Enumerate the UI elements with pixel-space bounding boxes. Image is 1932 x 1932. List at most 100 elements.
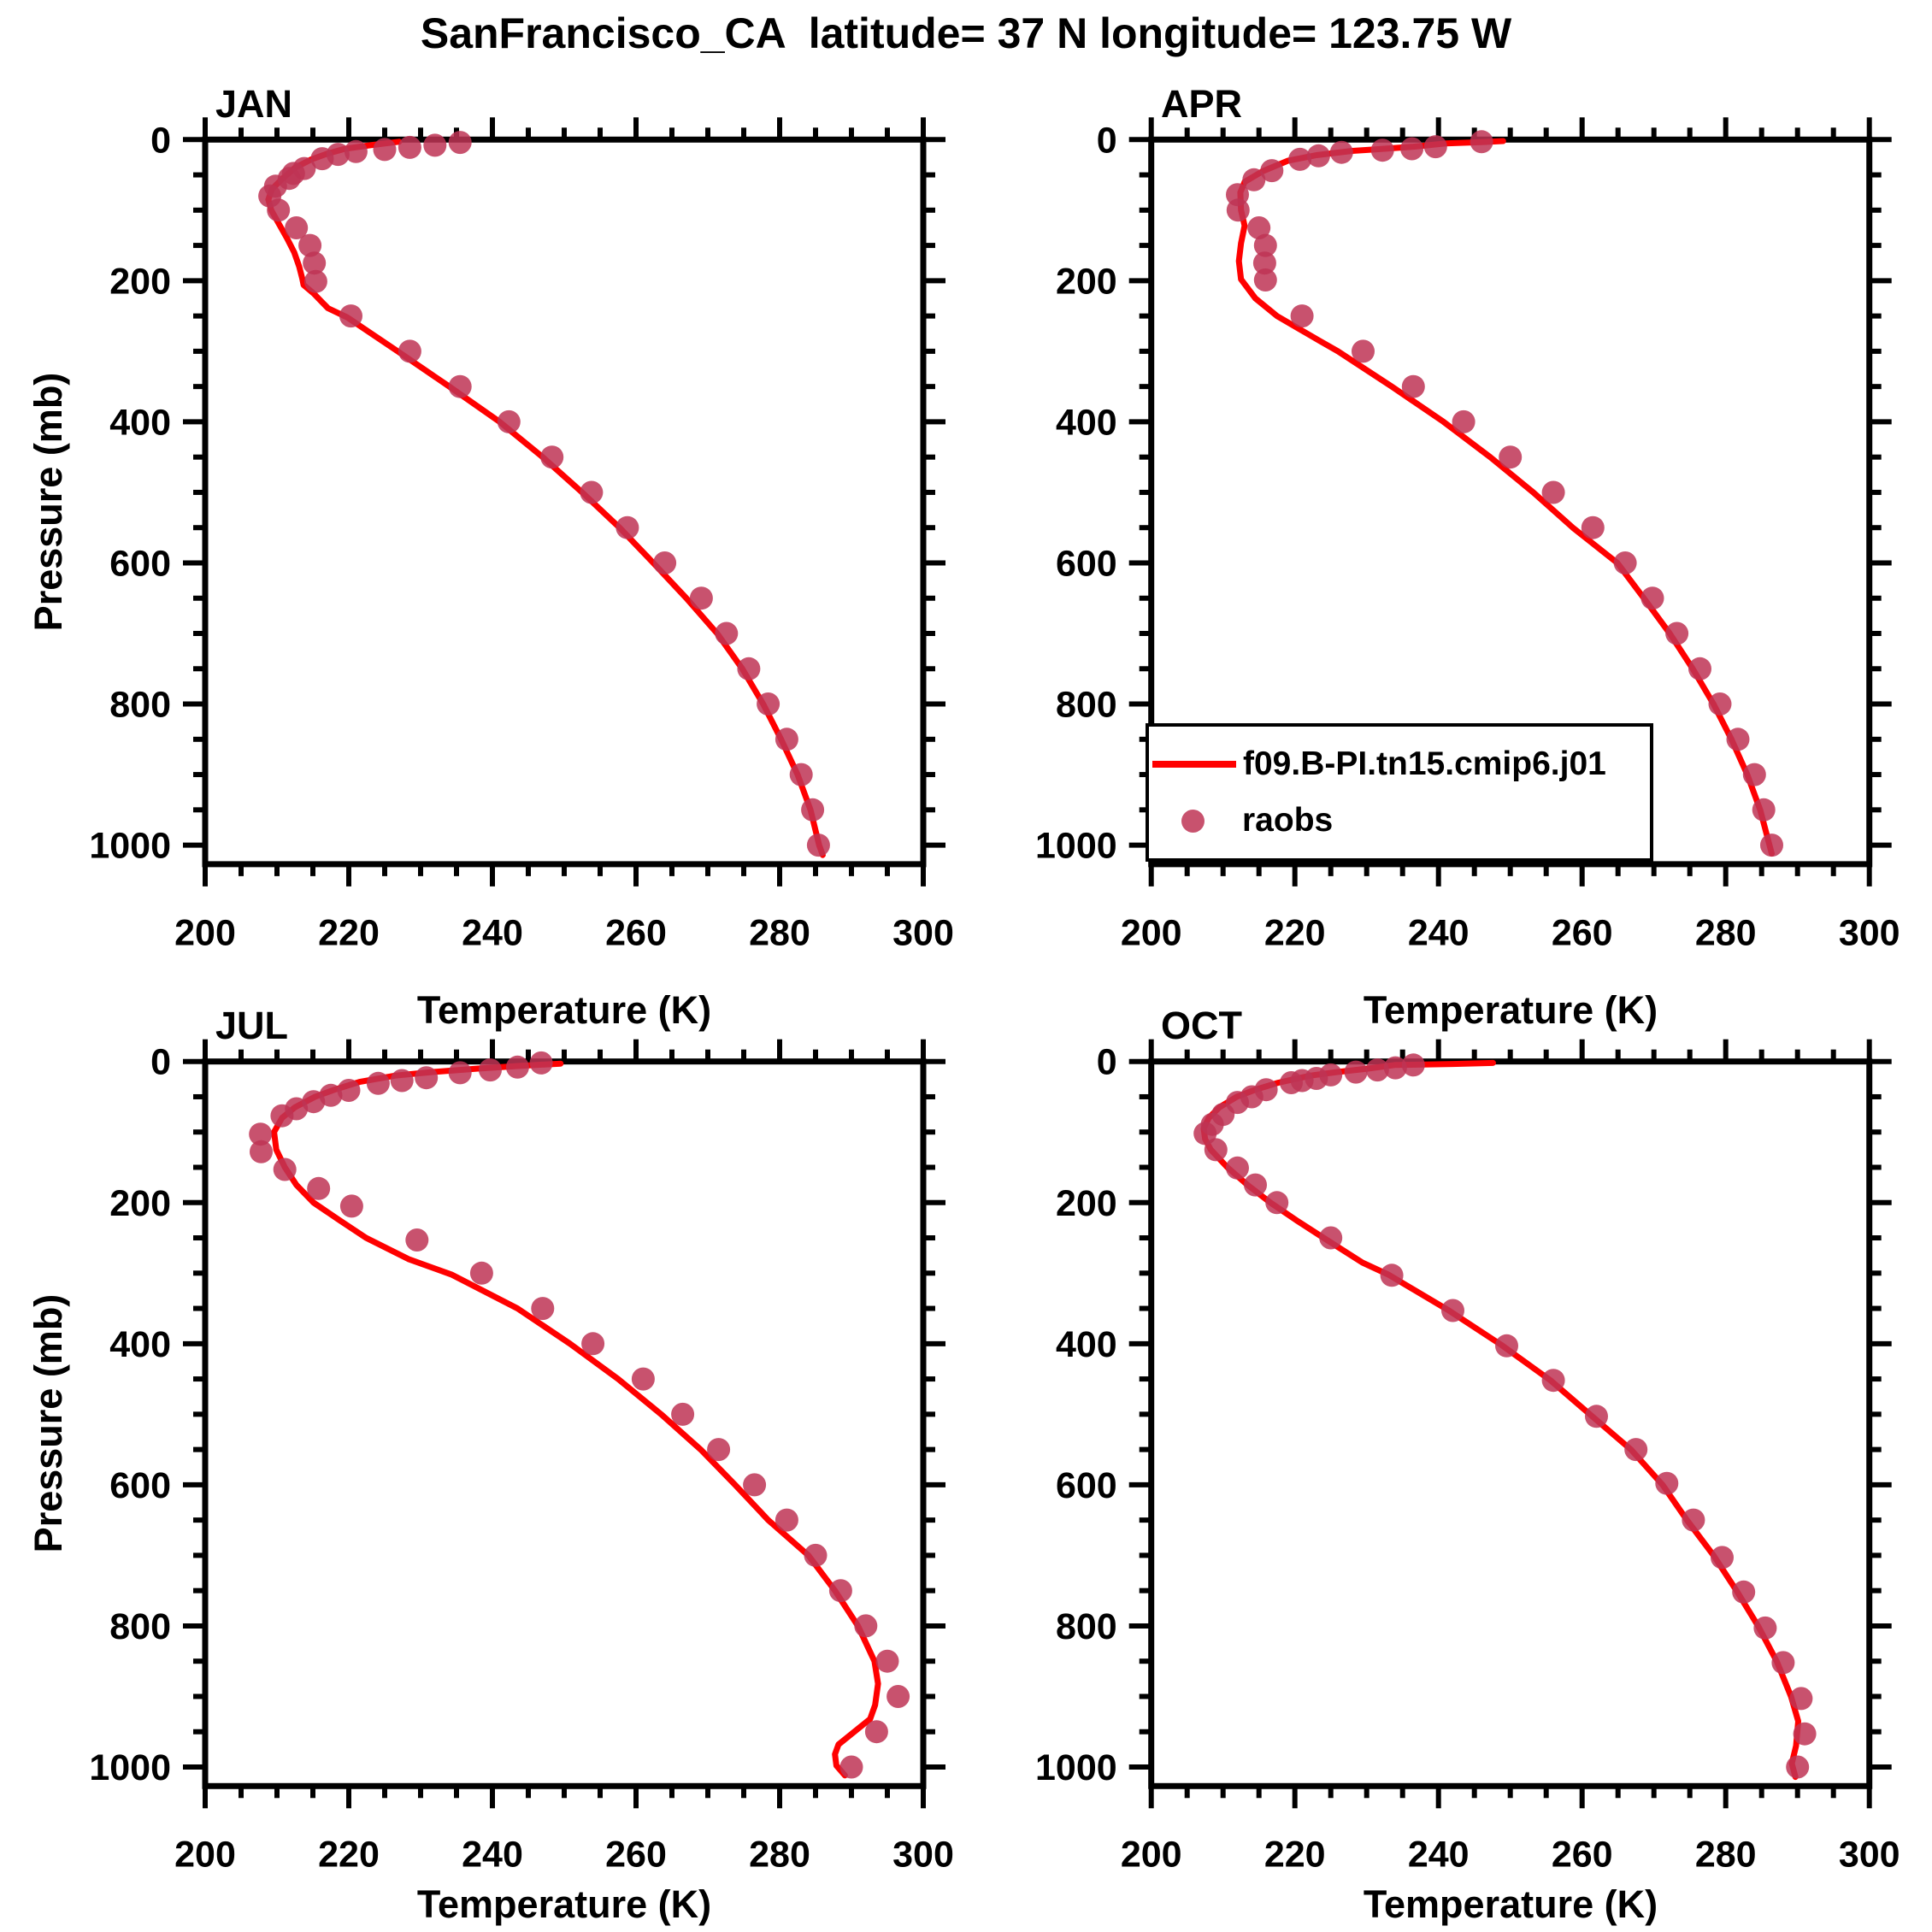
obs-dot: [1352, 339, 1375, 363]
obs-dot: [469, 1261, 493, 1285]
obs-dot: [581, 1332, 605, 1356]
obs-dot: [806, 833, 830, 857]
obs-dots: [249, 1051, 910, 1779]
y-tick-label: 200: [1056, 1183, 1117, 1224]
obs-dot: [1541, 480, 1565, 504]
obs-dot: [298, 233, 322, 257]
model-line: [271, 1060, 881, 1779]
obs-dot: [366, 1071, 390, 1095]
obs-dot: [1290, 304, 1314, 328]
x-tick-label: 260: [605, 912, 667, 953]
x-tick-label: 300: [1839, 1835, 1900, 1876]
obs-dot: [875, 1649, 899, 1673]
y-tick-labels: 0 200 400 600 800 1000: [89, 1042, 171, 1788]
y-tick-label: 200: [109, 261, 171, 302]
y-tick-label: 200: [109, 1183, 171, 1224]
y-tick-label: 600: [109, 543, 171, 584]
y-tick-label: 600: [109, 1465, 171, 1506]
obs-dot: [653, 551, 677, 574]
obs-dot: [801, 798, 825, 822]
obs-dot: [1226, 1156, 1249, 1180]
obs-dot: [757, 692, 780, 716]
x-tick-label: 200: [1121, 1835, 1182, 1876]
x-tick-label: 200: [1121, 912, 1182, 953]
x-axis-title: Temperature (K): [416, 1882, 712, 1926]
obs-dot: [1319, 1226, 1343, 1250]
obs-dot: [1771, 1651, 1795, 1675]
y-axis-title: Pressure (mb): [27, 372, 70, 632]
y-tick-label: 1000: [1035, 826, 1117, 867]
x-tick-label: 280: [749, 1835, 810, 1876]
obs-dot: [1495, 1334, 1518, 1358]
obs-dot: [1365, 1058, 1389, 1082]
obs-dot: [303, 269, 327, 293]
obs-dot: [1665, 621, 1689, 645]
obs-dot: [307, 1176, 331, 1200]
x-tick-labels: 200 220 240 260 280 300: [174, 912, 954, 953]
panel-jul: 200 220 240 260 280 300 0 200 400 600 800 1000: [89, 1039, 954, 1876]
obs-dot: [339, 1194, 363, 1218]
obs-dot: [1640, 586, 1664, 610]
x-tick-label: 260: [605, 1835, 667, 1876]
obs-dot: [1581, 515, 1605, 539]
x-axis-title: Temperature (K): [1363, 1882, 1658, 1926]
model-line: [265, 138, 826, 858]
obs-dot: [448, 1061, 472, 1085]
obs-dot: [1760, 833, 1783, 857]
panel-label-oct: OCT: [1161, 1004, 1242, 1047]
obs-dot: [1253, 233, 1277, 257]
x-tick-label: 220: [1264, 912, 1326, 953]
legend-obs-label: raobs: [1242, 802, 1334, 839]
obs-dot: [1711, 1546, 1734, 1570]
obs-dot: [743, 1473, 767, 1497]
axis-ticks: [183, 1039, 945, 1809]
x-tick-labels: 200 220 240 260 280 300: [1121, 912, 1900, 953]
panel-label-jul: JUL: [215, 1004, 289, 1047]
obs-dot: [1400, 137, 1424, 161]
x-tick-label: 220: [318, 1835, 380, 1876]
obs-dot: [737, 657, 761, 680]
obs-dot: [671, 1402, 695, 1426]
x-tick-label: 280: [749, 912, 810, 953]
obs-dot: [804, 1543, 828, 1567]
panel-oct: 200 220 240 260 280 300 0 200 400 600 800 1000: [1035, 1039, 1900, 1876]
x-tick-label: 260: [1552, 912, 1613, 953]
y-tick-label: 400: [1056, 1324, 1117, 1365]
x-tick-label: 300: [1839, 912, 1900, 953]
obs-dot: [1732, 1580, 1756, 1604]
obs-dot: [580, 480, 604, 504]
y-tick-label: 600: [1056, 1465, 1117, 1506]
y-tick-label: 200: [1056, 261, 1117, 302]
obs-dot: [1726, 727, 1750, 751]
obs-dot: [1226, 198, 1250, 222]
obs-dot: [1253, 268, 1277, 292]
obs-dot: [1380, 1263, 1404, 1287]
x-tick-label: 220: [318, 912, 380, 953]
obs-dot: [285, 216, 309, 239]
y-tick-label: 1000: [1035, 1747, 1117, 1788]
page-title: SanFrancisco_CA latitude= 37 N longitude…: [420, 9, 1512, 57]
obs-dot: [1193, 1122, 1217, 1146]
x-axis-title: Temperature (K): [1363, 988, 1658, 1032]
obs-dot: [448, 131, 472, 155]
obs-dot: [1470, 130, 1493, 154]
obs-dots: [258, 131, 830, 857]
obs-dot: [828, 1579, 852, 1603]
obs-dot: [707, 1438, 731, 1462]
obs-dot: [715, 621, 739, 645]
x-tick-label: 240: [1408, 912, 1470, 953]
obs-dot: [1244, 1173, 1267, 1197]
obs-dot: [1793, 1722, 1817, 1746]
plot-frame: [1148, 1058, 1873, 1789]
obs-dot: [390, 1069, 414, 1093]
obs-dot: [423, 133, 447, 157]
obs-dot: [1499, 445, 1523, 469]
x-tick-labels: 200 220 240 260 280 300: [174, 1835, 954, 1876]
x-tick-label: 280: [1695, 1835, 1757, 1876]
y-tick-label: 600: [1056, 543, 1117, 584]
obs-dot: [1370, 138, 1394, 162]
obs-dot: [1585, 1405, 1608, 1428]
obs-dot: [1655, 1471, 1679, 1495]
x-tick-label: 260: [1552, 1835, 1613, 1876]
